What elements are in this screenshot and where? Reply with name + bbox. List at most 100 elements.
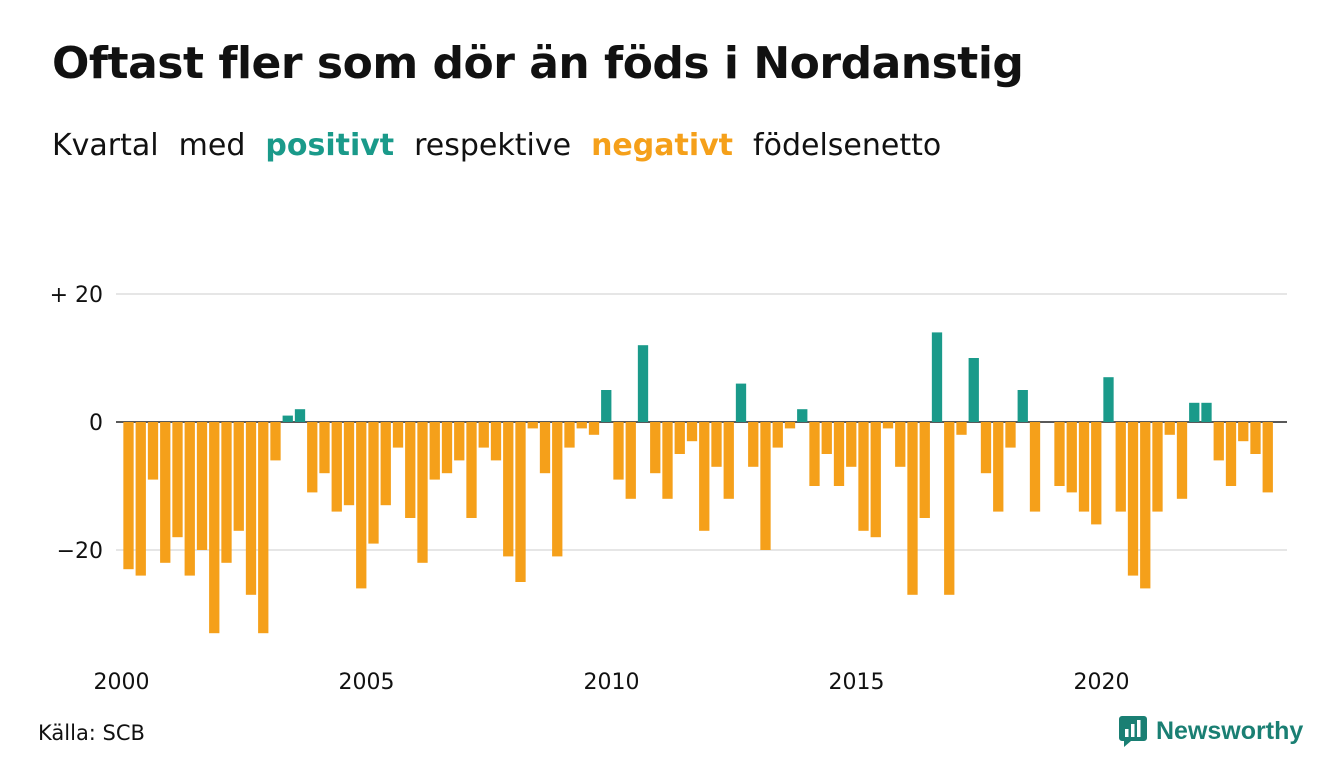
x-tick-label: 2005	[339, 670, 395, 695]
source-note: Källa: SCB	[38, 721, 145, 745]
bar	[405, 422, 416, 518]
x-tick-label: 2020	[1074, 670, 1130, 695]
bar	[1225, 422, 1237, 486]
legend-positive: positivt	[265, 128, 395, 163]
bar	[147, 422, 159, 480]
brand-logo: Newsworthy	[1118, 714, 1303, 748]
y-tick-label: 0	[89, 411, 103, 436]
bar	[368, 422, 379, 544]
bar	[160, 422, 171, 563]
bar	[956, 422, 967, 435]
bar	[919, 422, 930, 518]
chart-title: Oftast fler som dör än föds i Nordanstig	[52, 38, 1024, 89]
bar	[478, 422, 489, 448]
bar	[307, 422, 318, 493]
legend-negative: negativt	[591, 128, 734, 163]
bar	[760, 422, 771, 550]
chart-subtitle: Kvartal med positivt respektive negativt föde…	[52, 128, 961, 163]
bar	[980, 422, 992, 474]
bar	[343, 422, 355, 506]
bar	[503, 422, 514, 557]
bar	[1127, 422, 1139, 576]
bar	[221, 422, 232, 563]
bar	[1176, 422, 1188, 499]
bar	[723, 422, 734, 499]
bar	[686, 422, 698, 442]
bar	[356, 422, 367, 589]
bar	[1029, 422, 1041, 512]
bar	[245, 422, 257, 595]
bar	[833, 422, 845, 486]
bar	[809, 422, 820, 486]
bar	[858, 422, 869, 531]
bar	[454, 422, 465, 461]
bar	[233, 422, 244, 531]
bar	[821, 422, 832, 454]
bar	[613, 422, 624, 480]
x-tick-label: 2015	[829, 670, 885, 695]
bar	[258, 422, 269, 634]
bar	[699, 422, 710, 531]
bar	[392, 422, 404, 448]
bar	[429, 422, 440, 480]
bar	[662, 422, 673, 499]
bar	[797, 409, 808, 422]
bar	[564, 422, 575, 448]
x-tick-label: 2000	[94, 670, 150, 695]
bar	[1250, 422, 1261, 454]
bar	[172, 422, 183, 538]
bar	[1140, 422, 1151, 589]
bar	[539, 422, 551, 474]
bar	[1078, 422, 1090, 512]
bar	[515, 422, 526, 582]
bar	[588, 422, 600, 435]
bar	[1091, 422, 1102, 525]
bar	[552, 422, 563, 557]
bar	[123, 422, 134, 570]
bar	[784, 422, 796, 429]
bar	[1152, 422, 1163, 512]
bar	[282, 415, 293, 422]
bar	[196, 422, 208, 550]
bar	[1213, 422, 1224, 461]
bar	[527, 422, 538, 429]
bar	[1054, 422, 1065, 486]
brand-name: Newsworthy	[1156, 716, 1304, 745]
bar	[993, 422, 1004, 512]
bar	[331, 422, 342, 512]
bar	[1189, 402, 1200, 422]
bar	[1005, 422, 1016, 448]
bar	[417, 422, 428, 563]
bar	[1164, 422, 1175, 435]
y-tick-label: −20	[57, 539, 103, 564]
bar	[601, 390, 612, 422]
bar	[882, 422, 894, 429]
bar	[270, 422, 281, 461]
bar	[1103, 377, 1114, 422]
subtitle-word: med	[178, 128, 246, 163]
bar	[1238, 422, 1249, 442]
bar-layer	[123, 332, 1273, 634]
bar	[1017, 390, 1028, 422]
subtitle-word: födelsenetto	[753, 128, 942, 163]
bar	[319, 422, 330, 474]
bar	[907, 422, 918, 595]
bar	[135, 422, 146, 576]
bar	[870, 422, 881, 538]
bar	[637, 345, 649, 422]
bar	[931, 332, 943, 422]
subtitle-word: respektive	[414, 128, 572, 163]
bar	[674, 422, 685, 454]
bar	[968, 358, 979, 422]
bar	[772, 422, 783, 448]
bar	[294, 409, 306, 422]
bar	[209, 422, 220, 634]
bar	[1201, 402, 1212, 422]
bar	[895, 422, 906, 467]
bar	[650, 422, 661, 474]
y-tick-label: + 20	[50, 283, 103, 308]
bar	[748, 422, 759, 467]
subtitle-word: Kvartal	[52, 128, 159, 163]
bar	[711, 422, 722, 467]
bar	[380, 422, 391, 506]
